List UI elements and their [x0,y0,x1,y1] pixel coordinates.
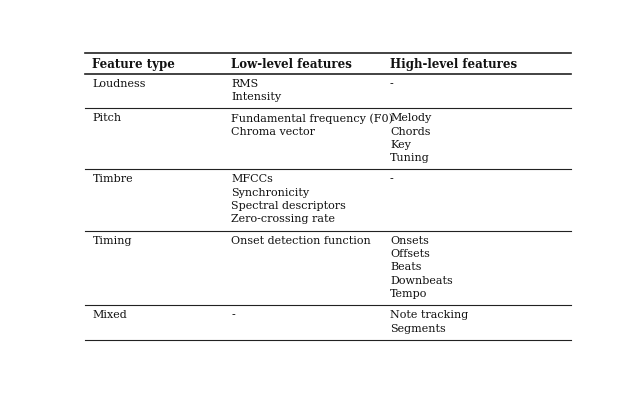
Text: Chroma vector: Chroma vector [231,126,316,136]
Text: Segments: Segments [390,323,445,333]
Text: Onset detection function: Onset detection function [231,235,371,245]
Text: -: - [390,78,394,88]
Text: -: - [231,309,235,319]
Text: Chords: Chords [390,126,431,136]
Text: MFCCs: MFCCs [231,174,273,184]
Text: Synchronicity: Synchronicity [231,187,309,197]
Text: Intensity: Intensity [231,92,282,102]
Text: Key: Key [390,140,411,150]
Text: Tuning: Tuning [390,153,429,163]
Text: Downbeats: Downbeats [390,275,452,285]
Text: Mixed: Mixed [92,309,127,319]
Text: Beats: Beats [390,262,422,272]
Text: Loudness: Loudness [92,78,146,88]
Text: RMS: RMS [231,78,259,88]
Text: Tempo: Tempo [390,288,428,298]
Text: Spectral descriptors: Spectral descriptors [231,201,346,211]
Text: Timbre: Timbre [92,174,133,184]
Text: Note tracking: Note tracking [390,309,468,319]
Text: Feature type: Feature type [92,58,175,71]
Text: Onsets: Onsets [390,235,429,245]
Text: Timing: Timing [92,235,132,245]
Text: Low-level features: Low-level features [231,58,352,71]
Text: Offsets: Offsets [390,248,430,258]
Text: Melody: Melody [390,113,431,123]
Text: Zero-crossing rate: Zero-crossing rate [231,214,335,224]
Text: -: - [390,174,394,184]
Text: High-level features: High-level features [390,58,517,71]
Text: Pitch: Pitch [92,113,122,123]
Text: Fundamental frequency (F0): Fundamental frequency (F0) [231,113,393,123]
